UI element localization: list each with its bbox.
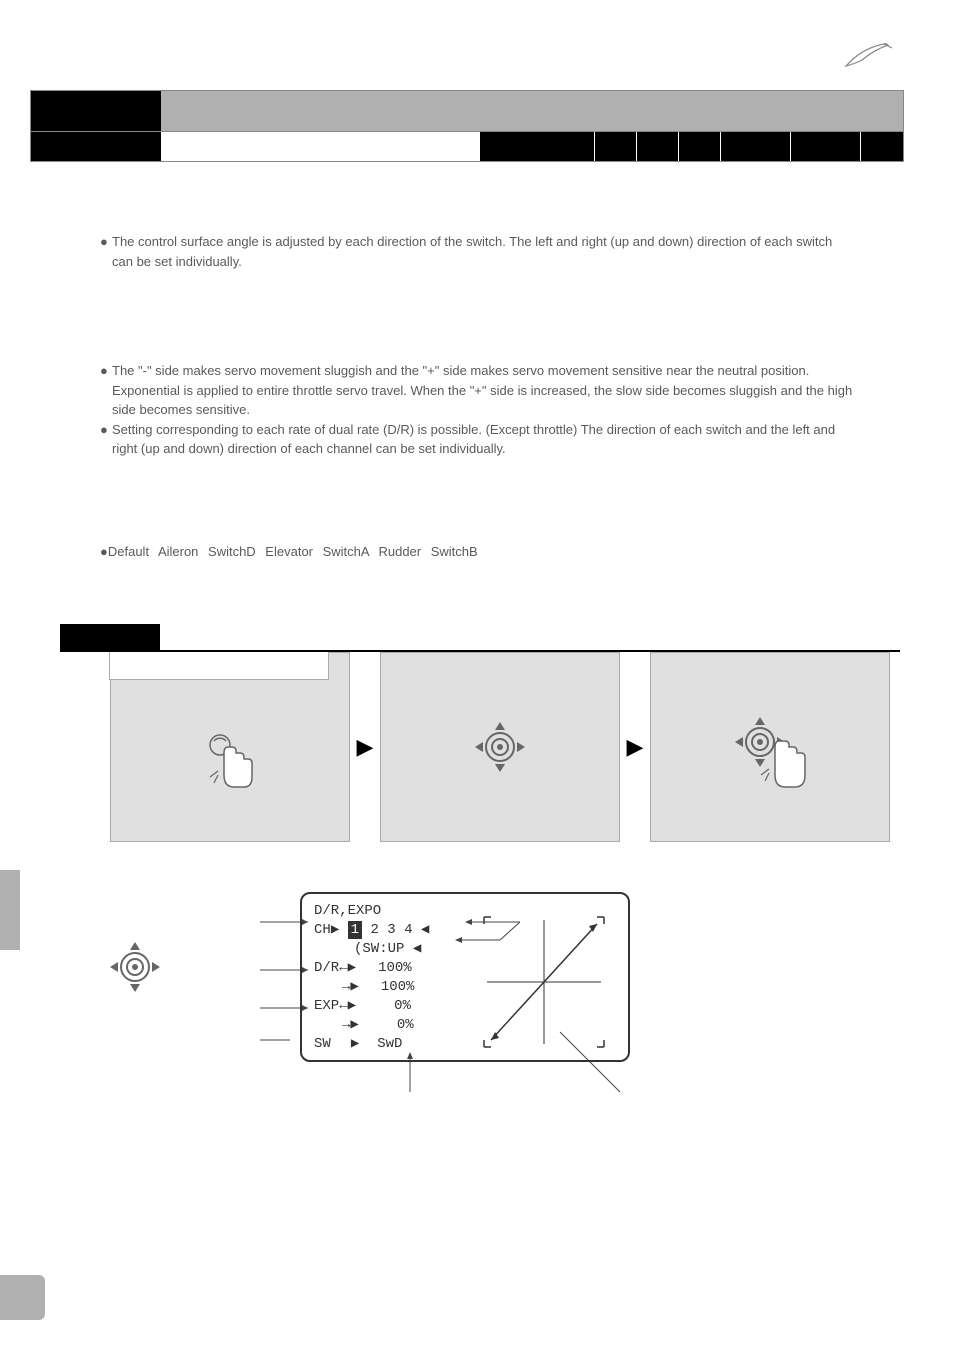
paragraph-2-3: ● The "-" side makes servo movement slug… bbox=[100, 361, 854, 459]
lcd-dr-row-1: D/R←▶ 100% bbox=[314, 959, 479, 978]
flow-row: ▶ ▶ bbox=[110, 652, 904, 842]
feather-pen-icon bbox=[844, 40, 894, 75]
sub-black-cell-3 bbox=[637, 132, 679, 161]
sub-black-cell-1 bbox=[480, 132, 595, 161]
lcd-text-area: D/R,EXPO CH▶ 1 2 3 4 ◀ (SW:UP ◀ D/R←▶ 10… bbox=[314, 902, 479, 1052]
sub-black-cell-6 bbox=[791, 132, 861, 161]
default-line-text: Default Aileron SwitchD Elevator SwitchA… bbox=[108, 544, 478, 559]
lcd-dr-row-2: →▶ 100% bbox=[314, 978, 479, 997]
flow-step-2 bbox=[380, 652, 620, 842]
sub-black-cell-5 bbox=[721, 132, 791, 161]
lcd-exp-row-2: →▶ 0% bbox=[314, 1016, 479, 1035]
lcd-screen: D/R,EXPO CH▶ 1 2 3 4 ◀ (SW:UP ◀ D/R←▶ 10… bbox=[300, 892, 630, 1062]
flow-step-1 bbox=[110, 652, 350, 842]
flow-step-1-tab bbox=[109, 652, 329, 680]
paragraph-3-text: Setting corresponding to each rate of du… bbox=[112, 420, 854, 459]
lcd-curve-area bbox=[479, 902, 609, 1052]
title-band bbox=[30, 90, 904, 132]
title-black-block bbox=[31, 91, 161, 131]
bullet-icon: ● bbox=[100, 361, 112, 420]
sub-white-gap bbox=[161, 132, 480, 161]
paragraph-1-text: The control surface angle is adjusted by… bbox=[112, 232, 854, 271]
joystick-4way-icon bbox=[455, 702, 545, 792]
side-tab-gray bbox=[0, 870, 20, 950]
lcd-screen-wrap: D/R,EXPO CH▶ 1 2 3 4 ◀ (SW:UP ◀ D/R←▶ 10… bbox=[300, 892, 670, 1062]
bullet-icon: ● bbox=[100, 544, 108, 559]
default-switch-line: ●Default Aileron SwitchD Elevator Switch… bbox=[100, 544, 854, 559]
lcd-sw-select-row: SW ▶ SwD bbox=[314, 1035, 479, 1054]
lcd-ch-selected: 1 bbox=[348, 921, 362, 940]
lower-row: D/R,EXPO CH▶ 1 2 3 4 ◀ (SW:UP ◀ D/R←▶ 10… bbox=[90, 892, 904, 1062]
lcd-title-row: D/R,EXPO bbox=[314, 902, 479, 921]
lcd-exp-row-1: EXP←▶ 0% bbox=[314, 997, 479, 1016]
bullet-icon: ● bbox=[100, 420, 112, 459]
flow-arrow-1: ▶ bbox=[350, 652, 380, 842]
title-gray-block bbox=[161, 91, 903, 131]
page-corner-gray bbox=[0, 1275, 45, 1320]
flow-step-3 bbox=[650, 652, 890, 842]
lcd-sw-row: (SW:UP ◀ bbox=[314, 940, 479, 959]
lcd-ch-row: CH▶ 1 2 3 4 ◀ bbox=[314, 921, 479, 940]
paragraph-1: ● The control surface angle is adjusted … bbox=[100, 232, 854, 271]
sub-black-cell-7 bbox=[861, 132, 903, 161]
bullet-icon: ● bbox=[100, 232, 112, 271]
joystick-press-icon bbox=[715, 697, 825, 797]
joystick-4way-icon bbox=[90, 922, 180, 1012]
flow-arrow-2: ▶ bbox=[620, 652, 650, 842]
setting-tab-black bbox=[60, 624, 160, 650]
sub-black-cell-4 bbox=[679, 132, 721, 161]
sub-black-left bbox=[31, 132, 161, 161]
hand-tap-icon bbox=[200, 727, 260, 797]
paragraph-2-text: The "-" side makes servo movement sluggi… bbox=[112, 361, 854, 420]
sub-black-cell-2 bbox=[595, 132, 637, 161]
sub-band bbox=[30, 132, 904, 162]
